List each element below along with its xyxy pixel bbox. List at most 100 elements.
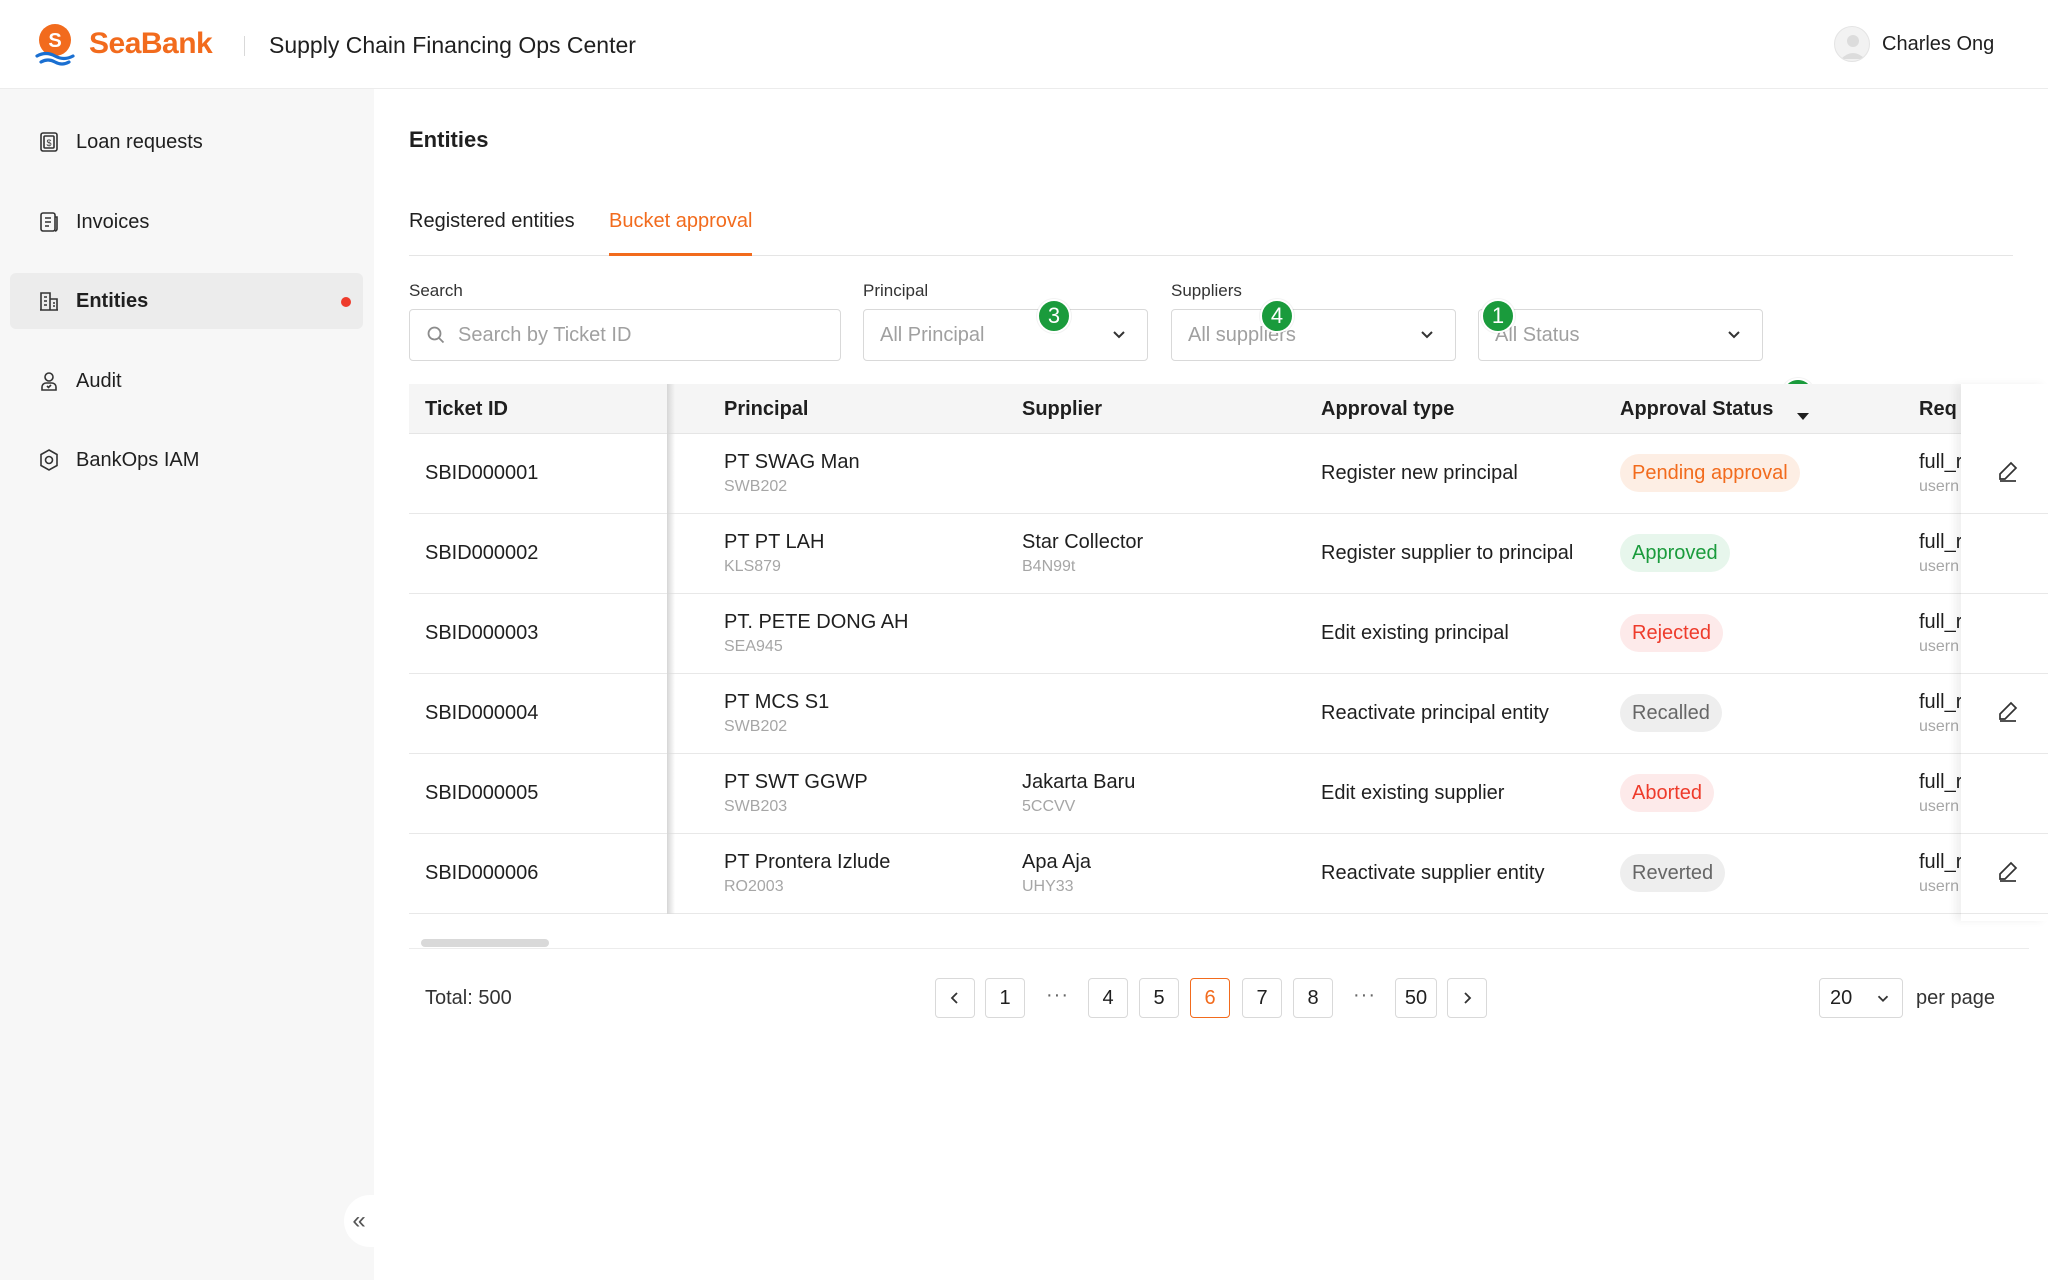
- building-icon: [36, 288, 62, 314]
- requester-username: usern: [1919, 638, 1960, 655]
- page-button-50[interactable]: 50: [1395, 978, 1437, 1018]
- annotation-badge-3: 3: [1037, 299, 1071, 333]
- top-header: S SeaBank Supply Chain Financing Ops Cen…: [0, 0, 2048, 89]
- column-header-approval-status[interactable]: Approval Status: [1620, 398, 1774, 420]
- principal-label: Principal: [863, 281, 929, 300]
- next-page-button[interactable]: [1447, 978, 1487, 1018]
- ticket-id-cell[interactable]: SBID000003: [425, 622, 539, 644]
- table-row[interactable]: SBID000001 PT SWAG Man SWB202 Register new …: [409, 434, 2048, 514]
- page-size-select[interactable]: 20: [1819, 978, 1903, 1018]
- requester-name-cell: full_r: [1919, 691, 1963, 713]
- seabank-logo[interactable]: S SeaBank: [33, 22, 213, 66]
- ticket-id-cell[interactable]: SBID000001: [425, 462, 539, 484]
- sidebar-item-label: Entities: [76, 289, 149, 312]
- tab-label: Registered entities: [409, 210, 575, 232]
- requester-username: usern: [1919, 878, 1960, 895]
- search-icon: [426, 325, 446, 345]
- sidebar-item-invoices[interactable]: Invoices: [10, 194, 363, 250]
- status-badge: Reverted: [1620, 854, 1726, 892]
- avatar: [1834, 26, 1870, 62]
- tab-label: Bucket approval: [609, 210, 753, 232]
- invoice-icon: [36, 209, 62, 235]
- sidebar-item-entities[interactable]: Entities: [10, 273, 363, 329]
- status-badge: Pending approval: [1620, 454, 1800, 492]
- sidebar: [0, 89, 374, 1280]
- table-row[interactable]: SBID000006 PT Prontera Izlude RO2003 Apa Aj…: [409, 834, 2048, 914]
- notification-dot: [341, 297, 351, 307]
- edit-pencil-icon[interactable]: [1997, 860, 2019, 887]
- sidebar-item-bankops-iam[interactable]: BankOps IAM: [10, 432, 363, 488]
- search-input[interactable]: Search by Ticket ID: [409, 309, 841, 361]
- column-header-requester[interactable]: Req: [1919, 398, 1957, 420]
- page-button-6-current[interactable]: 6: [1190, 978, 1230, 1018]
- principal-select[interactable]: All Principal: [863, 309, 1148, 361]
- chevron-right-icon: [1464, 992, 1472, 1004]
- total-count: Total: 500: [425, 987, 512, 1009]
- suppliers-select[interactable]: All suppliers: [1171, 309, 1456, 361]
- sidebar-item-label: BankOps IAM: [76, 448, 200, 471]
- requester-username: usern: [1919, 558, 1960, 575]
- table-row[interactable]: SBID000004 PT MCS S1 SWB202 Reactivate prin…: [409, 674, 2048, 754]
- table-row[interactable]: SBID000003 PT. PETE DONG AH SEA945 Edit exi…: [409, 594, 2048, 674]
- page-button-7[interactable]: 7: [1242, 978, 1282, 1018]
- page-title: Entities: [409, 127, 489, 152]
- principal-name-cell: PT PT LAH: [724, 531, 825, 553]
- status-select[interactable]: All Status: [1478, 309, 1763, 361]
- edit-pencil-icon[interactable]: [1997, 460, 2019, 487]
- table-row[interactable]: SBID000005 PT SWT GGWP SWB203 Jakarta Baru 5…: [409, 754, 2048, 834]
- sort-caret-icon[interactable]: [1796, 409, 1810, 427]
- page-ellipsis[interactable]: ···: [1353, 984, 1376, 1006]
- column-header-supplier[interactable]: Supplier: [1022, 398, 1103, 420]
- status-badge: Rejected: [1620, 614, 1723, 652]
- principal-code: SWB202: [724, 718, 788, 735]
- double-chevron-left-icon: «: [352, 1207, 366, 1234]
- sidebar-item-loan-requests[interactable]: $ Loan requests: [10, 114, 363, 170]
- chevron-down-icon: [1109, 324, 1129, 350]
- row-action-cell: [1961, 434, 2048, 514]
- supplier-name-cell: Star Collector: [1022, 531, 1144, 553]
- requester-username: usern: [1919, 718, 1960, 735]
- column-header-principal[interactable]: Principal: [724, 398, 809, 420]
- per-page-label: per page: [1916, 987, 1995, 1009]
- chevron-left-icon: [950, 992, 958, 1004]
- edit-pencil-icon[interactable]: [1997, 700, 2019, 727]
- tab-bucket-approval[interactable]: Bucket approval: [609, 210, 753, 256]
- ticket-id-cell[interactable]: SBID000002: [425, 542, 539, 564]
- prev-page-button[interactable]: [935, 978, 975, 1018]
- principal-code: SWB203: [724, 798, 788, 815]
- suppliers-label: Suppliers: [1171, 281, 1242, 300]
- status-badge: Recalled: [1620, 694, 1722, 732]
- annotation-badge-1: 1: [1481, 299, 1515, 333]
- column-header-approval-type[interactable]: Approval type: [1321, 398, 1455, 420]
- approval-type-cell: Register supplier to principal: [1321, 542, 1574, 564]
- seabank-logo-icon: S: [33, 22, 77, 66]
- requester-username: usern: [1919, 478, 1960, 495]
- sidebar-item-label: Invoices: [76, 210, 150, 233]
- horizontal-scrollbar[interactable]: [409, 935, 2029, 949]
- ticket-id-cell[interactable]: SBID000006: [425, 862, 539, 884]
- principal-code: SEA945: [724, 638, 783, 655]
- annotation-badge-4: 4: [1260, 299, 1294, 333]
- page-button-1[interactable]: 1: [985, 978, 1025, 1018]
- column-header-ticket-id[interactable]: Ticket ID: [425, 398, 508, 420]
- ticket-id-cell[interactable]: SBID000005: [425, 782, 539, 804]
- principal-name-cell: PT. PETE DONG AH: [724, 611, 909, 633]
- page-button-5[interactable]: 5: [1139, 978, 1179, 1018]
- page-button-4[interactable]: 4: [1088, 978, 1128, 1018]
- principal-code: RO2003: [724, 878, 784, 895]
- page-button-8[interactable]: 8: [1293, 978, 1333, 1018]
- row-action-cell: [1961, 514, 2048, 594]
- svg-text:S: S: [48, 30, 61, 52]
- table-row[interactable]: SBID000002 PT PT LAH KLS879 Star Collector B…: [409, 514, 2048, 594]
- brand-name: SeaBank: [89, 27, 213, 60]
- supplier-code: B4N99t: [1022, 558, 1076, 575]
- page-ellipsis[interactable]: ···: [1046, 984, 1069, 1006]
- row-action-cell: [1961, 594, 2048, 674]
- ticket-id-cell[interactable]: SBID000004: [425, 702, 539, 724]
- tab-registered-entities[interactable]: Registered entities: [409, 210, 575, 256]
- header-divider: [244, 36, 245, 56]
- sidebar-item-audit[interactable]: Audit: [10, 353, 363, 409]
- scrollbar-thumb[interactable]: [421, 939, 549, 947]
- user-menu[interactable]: Charles Ong: [1834, 26, 1994, 62]
- user-silhouette-icon: [1841, 35, 1865, 59]
